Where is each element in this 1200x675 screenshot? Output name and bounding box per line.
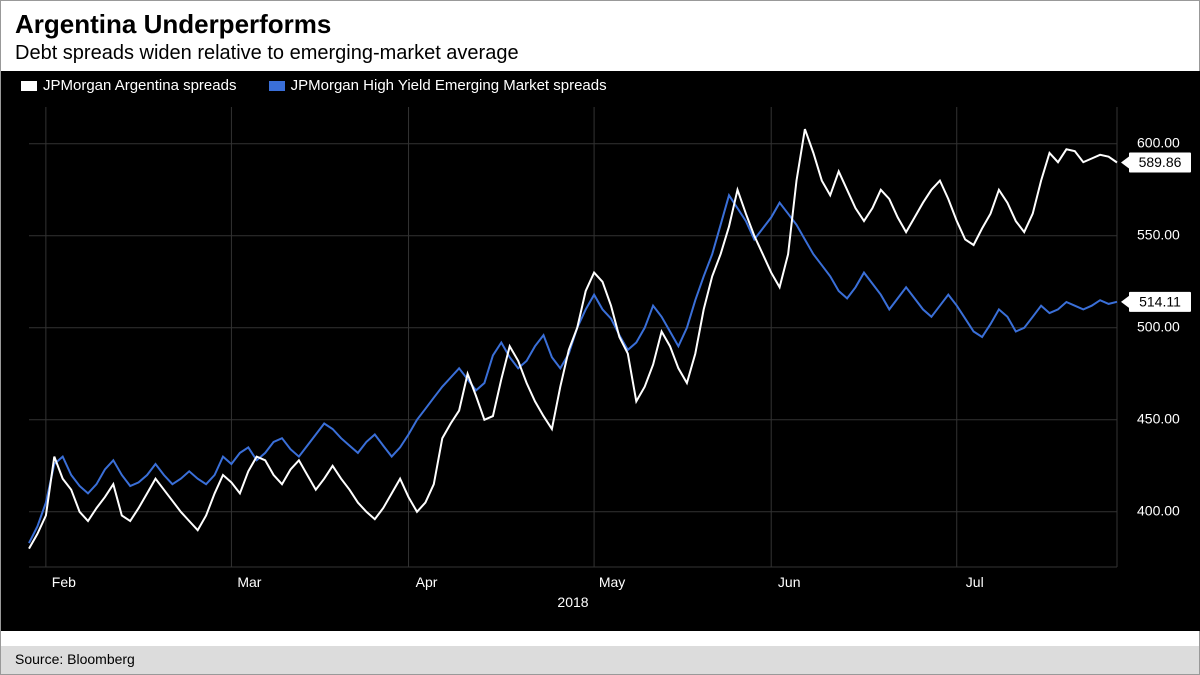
chart-svg: 400.00 450.00 500.00 550.00 600.00 Feb Mar Apr M… [1,71,1200,631]
svg-text:450.00: 450.00 [1137,411,1180,427]
chart-container: JPMorgan Argentina spreads JPMorgan High… [1,71,1200,631]
svg-text:Mar: Mar [237,574,261,590]
svg-text:Feb: Feb [52,574,76,590]
chart-legend: JPMorgan Argentina spreads JPMorgan High… [21,77,635,95]
svg-text:514.11: 514.11 [1139,294,1181,310]
chart-source: Source: Bloomberg [1,646,1199,674]
legend-item-series1: JPMorgan Argentina spreads [21,77,236,94]
page-subtitle: Debt spreads widen relative to emerging-… [15,42,1185,65]
svg-text:2018: 2018 [557,594,588,610]
svg-text:Jul: Jul [966,574,984,590]
svg-text:400.00: 400.00 [1137,503,1180,519]
legend-swatch-series2 [269,81,285,91]
svg-text:May: May [599,574,625,590]
legend-label-series1: JPMorgan Argentina spreads [43,77,236,94]
svg-text:Apr: Apr [416,574,438,590]
svg-text:Jun: Jun [778,574,801,590]
svg-text:550.00: 550.00 [1137,227,1180,243]
legend-swatch-series1 [21,81,37,91]
svg-text:500.00: 500.00 [1137,319,1180,335]
page-title: Argentina Underperforms [15,9,1185,40]
legend-item-series2: JPMorgan High Yield Emerging Market spre… [269,77,607,94]
svg-text:600.00: 600.00 [1137,135,1180,151]
svg-text:589.86: 589.86 [1139,154,1182,170]
legend-label-series2: JPMorgan High Yield Emerging Market spre… [291,77,607,94]
